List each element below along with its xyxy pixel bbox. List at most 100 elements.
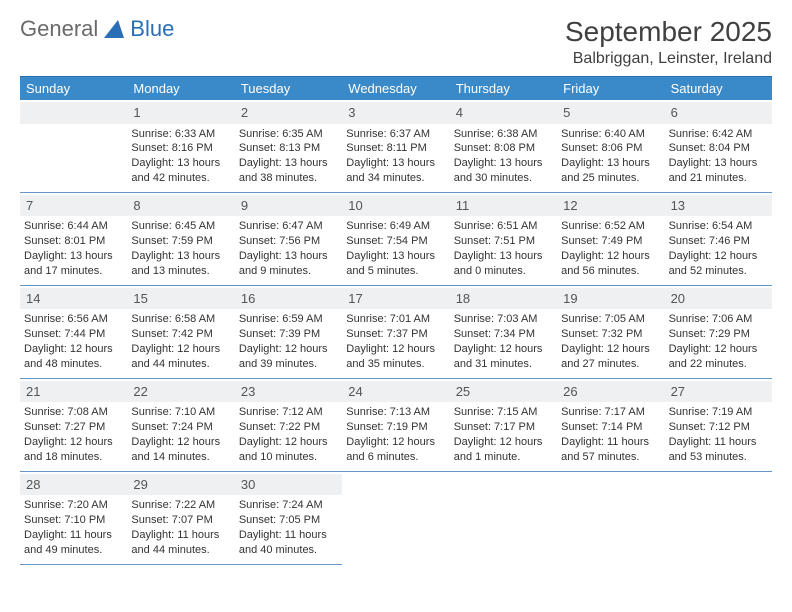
calendar-cell: 13Sunrise: 6:54 AMSunset: 7:46 PMDayligh… [665, 193, 772, 286]
day-number: 26 [557, 381, 664, 403]
month-title: September 2025 [565, 16, 772, 48]
calendar-cell-empty [342, 472, 449, 565]
sunset-text: Sunset: 8:01 PM [24, 234, 123, 249]
sunset-text: Sunset: 8:16 PM [131, 141, 230, 156]
sunset-text: Sunset: 7:05 PM [239, 513, 338, 528]
sunset-text: Sunset: 7:07 PM [131, 513, 230, 528]
calendar-cell: 8Sunrise: 6:45 AMSunset: 7:59 PMDaylight… [127, 193, 234, 286]
sunset-text: Sunset: 7:27 PM [24, 420, 123, 435]
calendar-cell: 15Sunrise: 6:58 AMSunset: 7:42 PMDayligh… [127, 286, 234, 379]
sunrise-text: Sunrise: 7:12 AM [239, 405, 338, 420]
sunset-text: Sunset: 7:22 PM [239, 420, 338, 435]
day-number: 21 [20, 381, 127, 403]
sunset-text: Sunset: 8:08 PM [454, 141, 553, 156]
logo-triangle-icon [104, 20, 124, 38]
calendar-cell: 9Sunrise: 6:47 AMSunset: 7:56 PMDaylight… [235, 193, 342, 286]
day-number: 11 [450, 195, 557, 217]
daylight-text: Daylight: 13 hours and 30 minutes. [454, 156, 553, 186]
day-number: 13 [665, 195, 772, 217]
daylight-text: Daylight: 12 hours and 52 minutes. [669, 249, 768, 279]
day-number: 28 [20, 474, 127, 496]
day-number: 17 [342, 288, 449, 310]
calendar-cell: 2Sunrise: 6:35 AMSunset: 8:13 PMDaylight… [235, 100, 342, 193]
header: General Blue September 2025 Balbriggan, … [20, 16, 772, 68]
day-info: Sunrise: 7:24 AMSunset: 7:05 PMDaylight:… [239, 498, 338, 557]
sunrise-text: Sunrise: 7:20 AM [24, 498, 123, 513]
daylight-text: Daylight: 13 hours and 25 minutes. [561, 156, 660, 186]
calendar-cell: 18Sunrise: 7:03 AMSunset: 7:34 PMDayligh… [450, 286, 557, 379]
calendar-cell: 17Sunrise: 7:01 AMSunset: 7:37 PMDayligh… [342, 286, 449, 379]
sunset-text: Sunset: 7:19 PM [346, 420, 445, 435]
calendar-grid: SundayMondayTuesdayWednesdayThursdayFrid… [20, 76, 772, 565]
sunset-text: Sunset: 7:37 PM [346, 327, 445, 342]
sunrise-text: Sunrise: 7:13 AM [346, 405, 445, 420]
day-info: Sunrise: 6:52 AMSunset: 7:49 PMDaylight:… [561, 219, 660, 278]
day-info: Sunrise: 6:38 AMSunset: 8:08 PMDaylight:… [454, 127, 553, 186]
sunrise-text: Sunrise: 6:38 AM [454, 127, 553, 142]
day-number: 29 [127, 474, 234, 496]
calendar-cell: 16Sunrise: 6:59 AMSunset: 7:39 PMDayligh… [235, 286, 342, 379]
daylight-text: Daylight: 12 hours and 39 minutes. [239, 342, 338, 372]
day-number: 15 [127, 288, 234, 310]
calendar-cell: 29Sunrise: 7:22 AMSunset: 7:07 PMDayligh… [127, 472, 234, 565]
day-header: Friday [557, 77, 664, 100]
calendar-cell-empty [665, 472, 772, 565]
calendar-cell-empty [450, 472, 557, 565]
day-info: Sunrise: 7:06 AMSunset: 7:29 PMDaylight:… [669, 312, 768, 371]
daylight-text: Daylight: 12 hours and 35 minutes. [346, 342, 445, 372]
day-info: Sunrise: 6:54 AMSunset: 7:46 PMDaylight:… [669, 219, 768, 278]
daylight-text: Daylight: 11 hours and 53 minutes. [669, 435, 768, 465]
sunrise-text: Sunrise: 6:59 AM [239, 312, 338, 327]
sunrise-text: Sunrise: 6:37 AM [346, 127, 445, 142]
title-block: September 2025 Balbriggan, Leinster, Ire… [565, 16, 772, 68]
sunrise-text: Sunrise: 7:15 AM [454, 405, 553, 420]
day-number: 9 [235, 195, 342, 217]
calendar-cell [20, 100, 127, 193]
day-number: 16 [235, 288, 342, 310]
daylight-text: Daylight: 12 hours and 27 minutes. [561, 342, 660, 372]
day-number: 4 [450, 102, 557, 124]
calendar-cell: 12Sunrise: 6:52 AMSunset: 7:49 PMDayligh… [557, 193, 664, 286]
daylight-text: Daylight: 13 hours and 34 minutes. [346, 156, 445, 186]
day-info: Sunrise: 7:03 AMSunset: 7:34 PMDaylight:… [454, 312, 553, 371]
day-info: Sunrise: 6:35 AMSunset: 8:13 PMDaylight:… [239, 127, 338, 186]
location: Balbriggan, Leinster, Ireland [565, 50, 772, 68]
day-info: Sunrise: 7:15 AMSunset: 7:17 PMDaylight:… [454, 405, 553, 464]
calendar-cell: 10Sunrise: 6:49 AMSunset: 7:54 PMDayligh… [342, 193, 449, 286]
daylight-text: Daylight: 12 hours and 22 minutes. [669, 342, 768, 372]
sunset-text: Sunset: 7:12 PM [669, 420, 768, 435]
calendar-cell: 28Sunrise: 7:20 AMSunset: 7:10 PMDayligh… [20, 472, 127, 565]
day-number: 30 [235, 474, 342, 496]
sunset-text: Sunset: 7:34 PM [454, 327, 553, 342]
sunrise-text: Sunrise: 7:17 AM [561, 405, 660, 420]
day-number: 25 [450, 381, 557, 403]
daylight-text: Daylight: 11 hours and 44 minutes. [131, 528, 230, 558]
calendar-cell: 23Sunrise: 7:12 AMSunset: 7:22 PMDayligh… [235, 379, 342, 472]
daylight-text: Daylight: 13 hours and 42 minutes. [131, 156, 230, 186]
calendar-cell: 6Sunrise: 6:42 AMSunset: 8:04 PMDaylight… [665, 100, 772, 193]
daylight-text: Daylight: 12 hours and 1 minute. [454, 435, 553, 465]
daylight-text: Daylight: 12 hours and 44 minutes. [131, 342, 230, 372]
day-info: Sunrise: 7:12 AMSunset: 7:22 PMDaylight:… [239, 405, 338, 464]
daylight-text: Daylight: 12 hours and 14 minutes. [131, 435, 230, 465]
day-number: 22 [127, 381, 234, 403]
sunrise-text: Sunrise: 7:10 AM [131, 405, 230, 420]
day-header: Tuesday [235, 77, 342, 100]
day-info: Sunrise: 6:44 AMSunset: 8:01 PMDaylight:… [24, 219, 123, 278]
day-number: 18 [450, 288, 557, 310]
sunrise-text: Sunrise: 6:44 AM [24, 219, 123, 234]
day-info: Sunrise: 6:49 AMSunset: 7:54 PMDaylight:… [346, 219, 445, 278]
day-number: 19 [557, 288, 664, 310]
sunrise-text: Sunrise: 6:40 AM [561, 127, 660, 142]
day-info: Sunrise: 7:17 AMSunset: 7:14 PMDaylight:… [561, 405, 660, 464]
sunrise-text: Sunrise: 6:35 AM [239, 127, 338, 142]
calendar-cell: 4 Sunrise: 6:38 AMSunset: 8:08 PMDaylight… [450, 100, 557, 193]
day-info: Sunrise: 6:58 AMSunset: 7:42 PMDaylight:… [131, 312, 230, 371]
sunrise-text: Sunrise: 6:47 AM [239, 219, 338, 234]
sunset-text: Sunset: 8:13 PM [239, 141, 338, 156]
day-number: 8 [127, 195, 234, 217]
sunset-text: Sunset: 8:04 PM [669, 141, 768, 156]
day-number: 10 [342, 195, 449, 217]
sunset-text: Sunset: 7:56 PM [239, 234, 338, 249]
calendar-cell: 14Sunrise: 6:56 AMSunset: 7:44 PMDayligh… [20, 286, 127, 379]
